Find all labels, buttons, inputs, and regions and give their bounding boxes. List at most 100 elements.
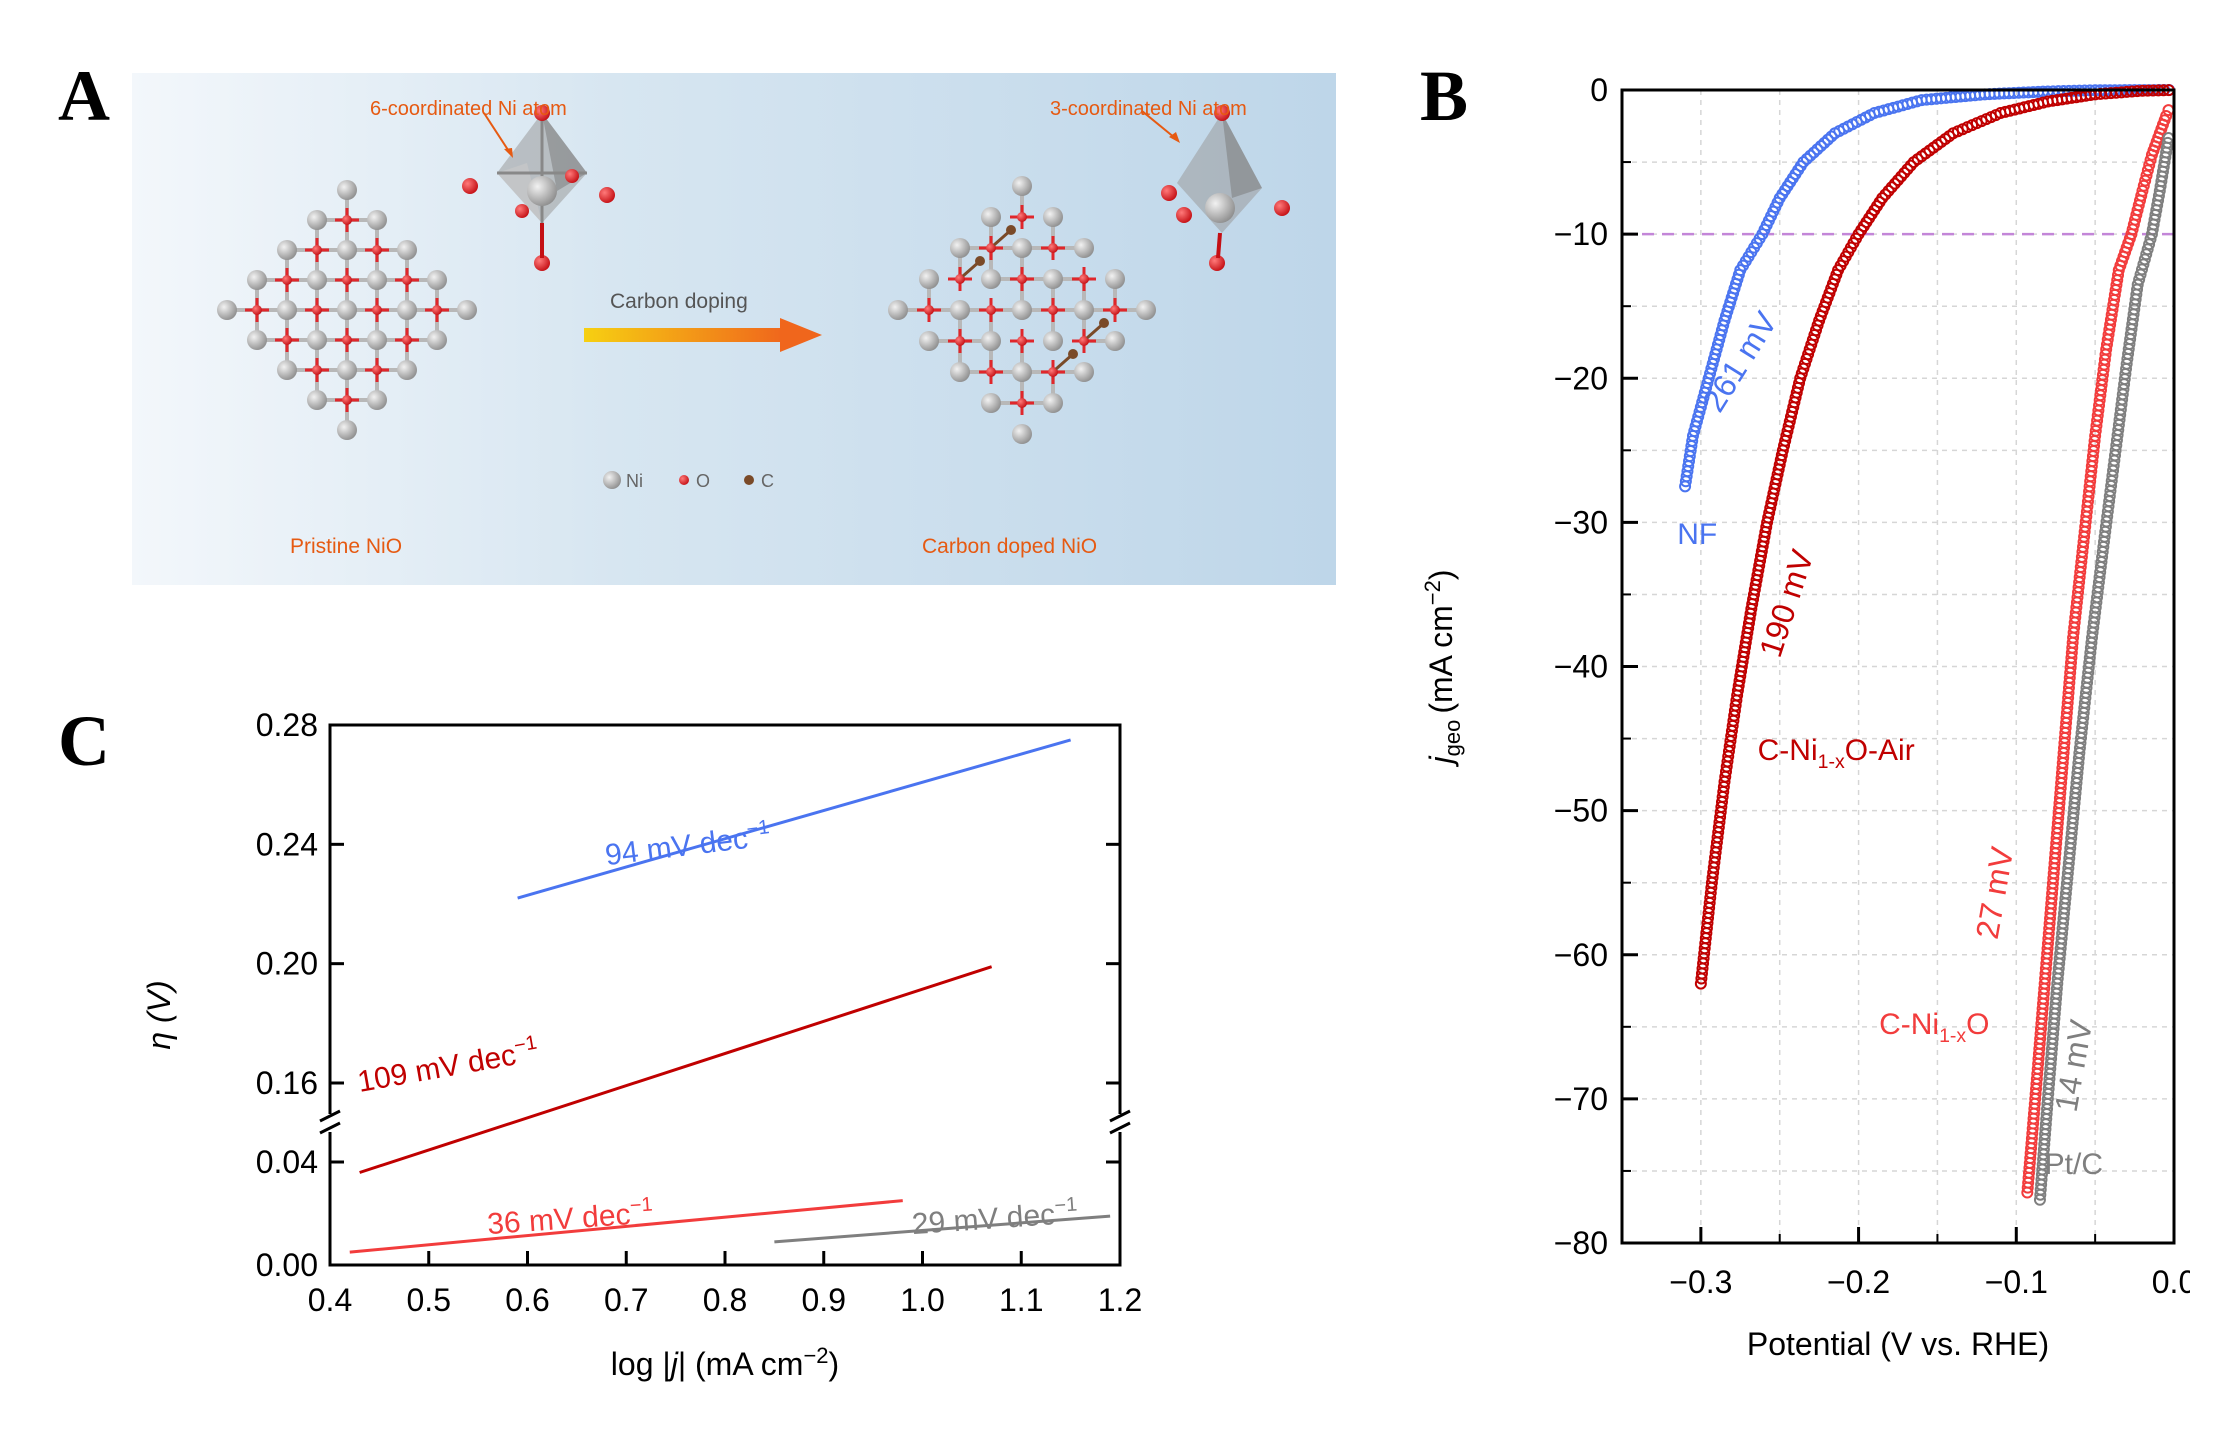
ni-atom [367,210,387,230]
carbon-doping-arrow [584,318,822,352]
ni-atom [1043,331,1063,351]
data-point [1882,184,1895,197]
x-tick-label: 1.1 [999,1282,1043,1318]
ni-atom [217,300,237,320]
slope-label: 94 mV dec−1 [603,816,772,872]
data-point [1888,177,1901,190]
data-point [1821,133,1834,146]
data-point [1885,181,1898,194]
ni-atom [981,393,1001,413]
o-atom [1048,243,1058,253]
chart-c-frame [328,723,1122,1267]
y-tick-label: −40 [1554,649,1608,685]
series-label: C-Ni1-xO [1879,1008,1989,1047]
chart-c-xlabel: log |j| (mA cm−2) [611,1343,839,1382]
ni-atom [1012,362,1032,382]
ni-atom [950,362,970,382]
y-tick-label: −20 [1554,360,1608,396]
y-tick-label: −30 [1554,504,1608,540]
data-point [1804,149,1817,162]
ni-atom [307,270,327,290]
annotation-arrow-6coord [483,112,513,158]
chart-c-labels: 94 mV dec−1 109 mV dec−1 36 mV dec−1 29 mV … [355,816,1079,1242]
o-atom [1017,398,1027,408]
data-point [1876,192,1889,205]
series-3 [2033,132,2175,1206]
x-tick-label: −0.3 [1669,1264,1732,1300]
o-atom [1048,305,1058,315]
o-atom [924,305,934,315]
caption-doped: Carbon doped NiO [922,535,1097,558]
ni-atom [247,270,267,290]
ni-atom [950,238,970,258]
data-point [2160,109,2173,122]
annotation-arrow-3coord [1141,110,1180,143]
series-2 [2021,104,2175,1199]
ni-atom [888,300,908,320]
series-label: Pt/C [2045,1148,2103,1181]
tafel-line-1 [359,965,993,1174]
onset-annotation: 27 mV [1969,844,2021,942]
data-point [1904,159,1917,172]
octahedron-3coord [1161,105,1290,271]
chart-c-series [349,738,1111,1254]
ni-atom [307,390,327,410]
ni-atom [1074,300,1094,320]
x-tick-label: 0.4 [308,1282,352,1318]
y-tick-label: 0.16 [256,1065,318,1101]
schematic-legend: Ni O C [603,471,774,491]
data-point [1879,188,1892,201]
y-tick-label: −10 [1554,216,1608,252]
slope-label: 36 mV dec−1 [486,1194,654,1242]
ni-atom [247,330,267,350]
axis-break-mark [319,1121,341,1135]
data-point [1797,156,1810,169]
x-tick-label: 0.0 [2152,1264,2190,1300]
o-atom [986,305,996,315]
legend-ni-symbol [603,471,621,489]
slope-label: 29 mV dec−1 [911,1194,1079,1242]
octahedron-6coord [462,105,615,271]
ni-atom [1043,269,1063,289]
o-atom [1017,212,1027,222]
legend-o-label: O [696,471,710,491]
tafel-line-2 [349,1199,903,1254]
axis-break-mark [1109,1109,1131,1123]
ni-atom [367,390,387,410]
o-atom [986,243,996,253]
carbon-doped-nio-lattice [888,176,1156,444]
legend-o-symbol [679,475,689,485]
ni-atom [1012,424,1032,444]
chart-b: 0 −10 −20 −30 −40 −50 −60 −70 −80 −0.3 −0.2 −0.1 0.0… [1420,72,2190,1362]
data-point [1807,146,1820,159]
ni-atom [307,210,327,230]
o-atom [342,275,352,285]
tafel-line-0 [517,738,1072,900]
o-atom [1079,274,1089,284]
o-atom [402,335,412,345]
axis-break-mark [1109,1121,1131,1135]
ni-atom [1074,238,1094,258]
o-atom [372,245,382,255]
x-tick-label: 0.7 [604,1282,648,1318]
ni-atom [427,270,447,290]
o-atom [342,215,352,225]
chart-c-ylabel: η (V) [141,980,177,1049]
chart-b-ylabel: jgeo(mA cm−2) [1420,569,1465,767]
legend-c-label: C [761,471,774,491]
data-point [1895,170,1908,183]
o-atom [312,365,322,375]
ni-atom [277,240,297,260]
panel-label-b: B [1420,56,1469,136]
o-atom [1048,367,1058,377]
y-tick-label: 0.00 [256,1247,318,1283]
y-tick-label: −60 [1554,937,1608,973]
x-tick-label: 1.0 [900,1282,944,1318]
data-point [1800,152,1813,165]
ni-atom [337,240,357,260]
ni-atom [397,300,417,320]
o-atom [312,305,322,315]
y-tick-label: 0.28 [256,707,318,743]
ni-atom [1105,331,1125,351]
ni-atom [397,240,417,260]
